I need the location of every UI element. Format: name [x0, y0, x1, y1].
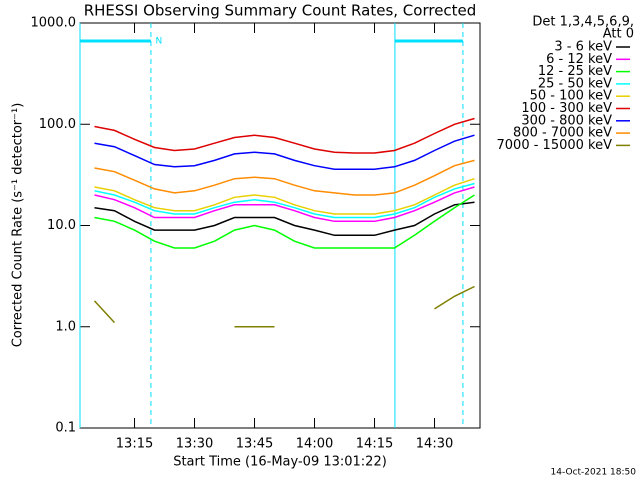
- legend-label: 50 - 100 keV: [530, 89, 613, 104]
- series-line: [93, 285, 475, 328]
- y-tick-label: 100.0: [39, 117, 76, 132]
- legend-title: Det 1,3,4,5,6,9,: [532, 15, 634, 30]
- legend-label: 25 - 50 keV: [538, 76, 612, 91]
- plot-frame: [79, 22, 481, 429]
- x-tick-label: 14:15: [356, 437, 393, 452]
- x-tick-label: 13:45: [236, 437, 273, 452]
- x-tick-label: 13:15: [116, 437, 153, 452]
- series-line: [94, 182, 475, 219]
- legend-label: 800 - 7000 keV: [513, 126, 612, 141]
- x-tick-label: 14:00: [296, 437, 333, 452]
- legend-label: 12 - 25 keV: [538, 64, 612, 79]
- legend-label: 7000 - 15000 keV: [497, 138, 613, 153]
- legend-label: 6 - 12 keV: [546, 52, 612, 67]
- legend-label: 3 - 6 keV: [554, 40, 612, 55]
- x-tick-label: 14:30: [416, 437, 453, 452]
- legend-label: 100 - 300 keV: [521, 101, 612, 116]
- y-tick-label: 0.1: [55, 421, 76, 436]
- legend-title: Att 0: [603, 27, 634, 42]
- series-line: [94, 117, 475, 154]
- x-axis-label: Start Time (16-May-09 13:01:22): [173, 455, 387, 470]
- series-line: [94, 201, 475, 237]
- x-tick-label: 13:30: [176, 437, 213, 452]
- series-line: [94, 177, 475, 215]
- chart-title: RHESSI Observing Summary Count Rates, Co…: [84, 2, 477, 20]
- series-line: [94, 194, 475, 249]
- y-axis-label: Corrected Count Rate (s⁻¹ detector⁻¹): [11, 103, 26, 348]
- series-line: [94, 134, 475, 170]
- y-tick-label: 1000.0: [31, 16, 77, 31]
- night-label: N: [156, 37, 163, 47]
- footer: 14-Oct-2021 18:50: [551, 468, 637, 478]
- series-line: [94, 186, 475, 223]
- y-tick-label: 10.0: [47, 218, 76, 233]
- y-tick-label: 1.0: [55, 319, 76, 334]
- legend-label: 300 - 800 keV: [521, 113, 612, 128]
- series-line: [94, 159, 475, 196]
